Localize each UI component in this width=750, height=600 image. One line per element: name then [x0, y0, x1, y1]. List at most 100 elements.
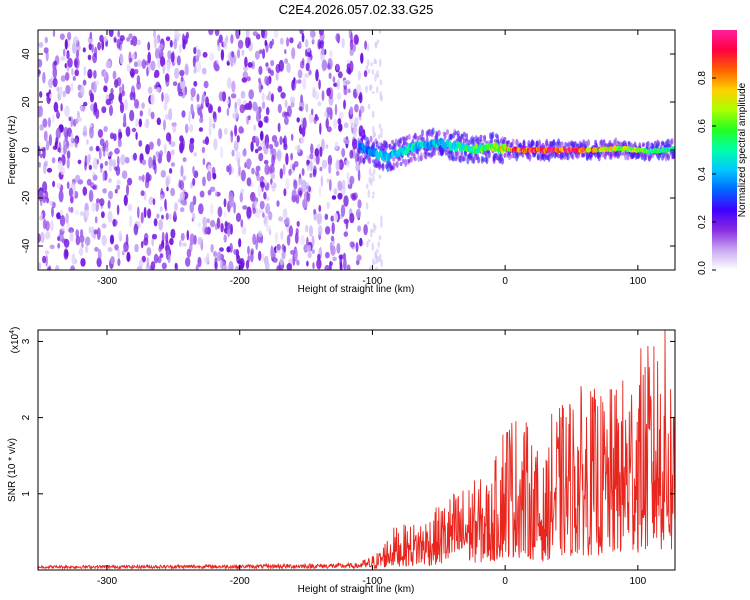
noise-blob: [217, 206, 223, 218]
noise-blob: [298, 106, 303, 111]
noise-blob: [376, 73, 380, 79]
noise-blob: [304, 39, 309, 48]
signal-halo: [487, 150, 491, 159]
noise-blob: [265, 141, 269, 149]
noise-blob: [201, 146, 206, 154]
noise-blob: [285, 178, 290, 190]
noise-blob: [128, 33, 133, 40]
noise-blob: [67, 57, 73, 68]
noise-blob: [241, 49, 245, 56]
noise-blob: [353, 43, 356, 52]
noise-blob: [254, 200, 258, 207]
x-tick-label: -200: [230, 576, 250, 587]
noise-blob: [370, 177, 373, 186]
noise-blob: [72, 76, 76, 81]
noise-blob: [377, 134, 381, 140]
noise-blob: [246, 177, 252, 187]
noise-blob: [68, 227, 74, 234]
noise-blob: [192, 195, 197, 206]
noise-blob: [329, 260, 332, 270]
noise-blob: [268, 211, 273, 221]
noise-blob: [346, 172, 350, 180]
noise-blob: [87, 54, 92, 61]
noise-blob: [150, 93, 155, 106]
noise-blob: [341, 179, 346, 190]
noise-blob: [141, 174, 145, 183]
noise-blob: [101, 106, 107, 114]
x-tick-label: -200: [230, 276, 250, 287]
noise-blob: [52, 201, 56, 209]
noise-blob: [119, 38, 123, 45]
noise-blob: [40, 231, 45, 243]
noise-blob: [165, 36, 171, 42]
noise-blob: [97, 248, 102, 261]
noise-blob: [76, 110, 80, 119]
signal-halo: [491, 131, 495, 139]
noise-blob: [193, 47, 197, 55]
signal-halo: [602, 139, 606, 145]
noise-blob: [380, 128, 383, 133]
noise-blob: [307, 252, 312, 259]
noise-blob: [336, 92, 342, 101]
noise-blob: [75, 229, 79, 238]
spectrogram-plot-area: [38, 30, 675, 270]
noise-blob: [308, 69, 312, 76]
signal-halo: [462, 156, 466, 162]
noise-blob: [74, 58, 79, 66]
noise-blob: [374, 59, 378, 65]
noise-blob: [207, 164, 212, 173]
noise-blob: [246, 158, 252, 168]
noise-blob: [349, 175, 355, 185]
noise-blob: [263, 215, 267, 225]
noise-blob: [233, 249, 239, 255]
noise-blob: [169, 238, 174, 246]
noise-blob: [380, 258, 384, 268]
noise-blob: [367, 69, 371, 74]
noise-blob: [123, 113, 127, 125]
noise-blob: [156, 213, 160, 219]
noise-blob: [334, 141, 339, 150]
noise-blob: [136, 81, 142, 90]
noise-blob: [59, 209, 63, 217]
noise-blob: [64, 105, 70, 118]
noise-blob: [355, 242, 359, 253]
noise-blob: [348, 88, 351, 94]
noise-blob: [354, 103, 359, 113]
signal-halo: [511, 138, 515, 146]
signal-halo: [557, 154, 561, 159]
noise-blob: [209, 219, 216, 228]
noise-blob: [300, 94, 303, 104]
noise-blob: [129, 215, 133, 227]
noise-blob: [59, 214, 66, 227]
noise-blob: [302, 77, 307, 90]
noise-blob: [88, 226, 92, 234]
noise-blob: [286, 263, 293, 270]
signal-halo: [667, 153, 670, 161]
y-tick-label: 2: [21, 414, 32, 420]
signal-halo: [662, 151, 666, 159]
noise-blob: [57, 236, 61, 242]
noise-blob: [197, 106, 202, 116]
noise-blob: [155, 48, 160, 59]
signal-halo: [368, 156, 372, 165]
noise-blob: [207, 189, 212, 196]
noise-blob: [93, 184, 98, 190]
y-tick-label: 0: [21, 147, 32, 153]
noise-blob: [270, 93, 274, 103]
noise-blob: [99, 163, 104, 169]
noise-blob: [150, 111, 155, 120]
y-tick-label: -40: [21, 238, 32, 253]
noise-blob: [166, 186, 169, 192]
noise-blob: [103, 70, 107, 79]
noise-blob: [89, 146, 94, 152]
signal-halo: [448, 154, 452, 161]
noise-blob: [255, 112, 261, 123]
signal-halo: [467, 139, 471, 147]
noise-blob: [368, 239, 371, 243]
signal-halo: [620, 152, 624, 156]
noise-blob: [140, 241, 144, 249]
noise-blob: [250, 141, 254, 153]
noise-blob: [114, 79, 119, 88]
noise-blob: [371, 91, 375, 94]
noise-blob: [182, 39, 186, 50]
